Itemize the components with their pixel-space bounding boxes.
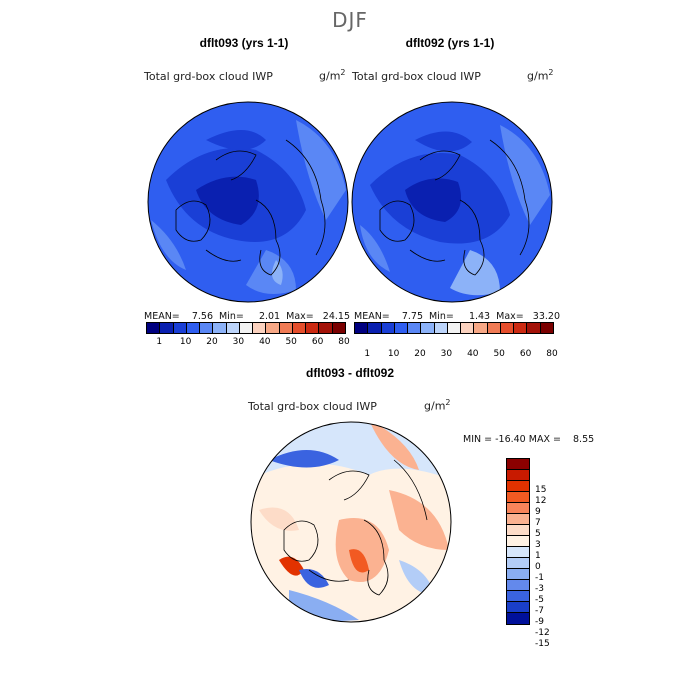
colorbar-swatch <box>507 481 529 492</box>
season-title: DJF <box>332 8 368 32</box>
colorbar-tick-label: -12 <box>535 628 550 638</box>
colorbar-tick-label: 10 <box>179 337 192 347</box>
colorbar-swatch <box>507 569 529 580</box>
colorbar-tick-label: 80 <box>338 337 350 347</box>
colorbar-swatch <box>306 323 320 333</box>
panel2-units: g/m2 <box>527 68 554 83</box>
colorbar-tick-label: 1 <box>156 337 163 347</box>
colorbar-swatch <box>253 323 267 333</box>
panel1-units: g/m2 <box>319 68 346 83</box>
colorbar-swatch <box>507 613 529 624</box>
colorbar-swatch <box>394 323 409 333</box>
colorbar-swatch <box>381 323 395 333</box>
colorbar-swatch <box>408 323 422 333</box>
colorbar-tick-label: 20 <box>206 337 218 347</box>
colorbar-swatch <box>507 547 529 558</box>
colorbar-tick-label: 12 <box>535 496 547 506</box>
panel2-colorbar <box>354 322 554 334</box>
diff-stats: MIN = -16.40 MAX = 8.55 <box>463 434 595 445</box>
colorbar-swatch <box>507 580 529 591</box>
colorbar-swatch <box>507 558 529 569</box>
colorbar-tick-label: 30 <box>232 337 245 347</box>
colorbar-swatch <box>355 323 369 333</box>
colorbar-swatch <box>507 470 529 481</box>
colorbar-swatch <box>434 323 448 333</box>
colorbar-tick-label: -15 <box>535 639 550 649</box>
colorbar-tick-label: 50 <box>285 337 297 347</box>
colorbar-swatch <box>514 323 528 333</box>
colorbar-tick-label: 30 <box>440 349 453 359</box>
colorbar-swatch <box>507 492 529 503</box>
colorbar-swatch <box>319 323 333 333</box>
diff-units: g/m2 <box>424 398 451 413</box>
panel1-colorbar <box>146 322 346 334</box>
colorbar-swatch <box>213 323 227 333</box>
colorbar-swatch <box>421 323 435 333</box>
colorbar-swatch <box>507 503 529 514</box>
panel1-colorbar-ticks: 1 10 20 30 40 50 60 80 <box>146 337 349 349</box>
colorbar-tick-label: -7 <box>535 606 544 616</box>
colorbar-swatch <box>332 323 345 333</box>
panel1-stats: MEAN= 7.56 Min= 2.01 Max= 24.15 <box>144 311 350 322</box>
colorbar-swatch <box>507 536 529 547</box>
colorbar-swatch <box>186 323 201 333</box>
colorbar-tick-label: -9 <box>535 617 544 627</box>
colorbar-tick-label: 10 <box>387 349 400 359</box>
colorbar-swatch <box>507 602 529 613</box>
colorbar-swatch <box>487 323 501 333</box>
colorbar-tick-label: 60 <box>519 349 532 359</box>
colorbar-swatch <box>507 591 529 602</box>
colorbar-tick-label: 1 <box>364 349 371 359</box>
colorbar-tick-label: 40 <box>467 349 479 359</box>
colorbar-tick-label: 40 <box>259 337 271 347</box>
colorbar-swatch <box>507 514 529 525</box>
colorbar-tick-label: 50 <box>493 349 505 359</box>
colorbar-swatch <box>226 323 240 333</box>
panel1-variable-label: Total grd-box cloud IWP <box>144 70 273 83</box>
colorbar-tick-label: 5 <box>535 529 541 539</box>
diff-variable-label: Total grd-box cloud IWP <box>248 400 377 413</box>
colorbar-swatch <box>474 323 488 333</box>
colorbar-swatch <box>368 323 382 333</box>
colorbar-swatch <box>507 459 529 470</box>
colorbar-tick-label: 1 <box>535 551 541 561</box>
colorbar-tick-label: -1 <box>535 573 544 583</box>
colorbar-tick-label: 15 <box>535 485 547 495</box>
diff-colorbar-ticks: 15 12 9 7 5 3 1 0 -1 -3 -5 -7 -9 -12 -15 <box>535 482 565 649</box>
colorbar-swatch <box>527 323 541 333</box>
colorbar-tick-label: -5 <box>535 595 544 605</box>
colorbar-swatch <box>292 323 307 333</box>
colorbar-tick-label: 9 <box>535 507 541 517</box>
colorbar-swatch <box>500 323 515 333</box>
colorbar-tick-label: 20 <box>414 349 426 359</box>
colorbar-swatch <box>160 323 174 333</box>
panel2-stats: MEAN= 7.75 Min= 1.43 Max= 33.20 <box>354 311 560 322</box>
colorbar-swatch <box>239 323 254 333</box>
colorbar-swatch <box>447 323 462 333</box>
panel2-variable-label: Total grd-box cloud IWP <box>352 70 481 83</box>
colorbar-swatch <box>200 323 214 333</box>
colorbar-swatch <box>540 323 553 333</box>
diff-colorbar <box>506 458 530 625</box>
panel2-polar-map <box>351 101 553 303</box>
colorbar-tick-label: -3 <box>535 584 544 594</box>
colorbar-swatch <box>507 525 529 536</box>
colorbar-tick-label: 80 <box>546 349 558 359</box>
colorbar-swatch <box>279 323 293 333</box>
colorbar-tick-label: 0 <box>535 562 541 572</box>
panel2-colorbar-ticks: 1 10 20 30 40 50 60 80 <box>354 349 557 361</box>
panel1-title: dflt093 (yrs 1-1) <box>199 36 289 50</box>
diff-title: dflt093 - dflt092 <box>305 366 395 380</box>
colorbar-swatch <box>461 323 475 333</box>
colorbar-swatch <box>266 323 280 333</box>
colorbar-tick-label: 7 <box>535 518 541 528</box>
colorbar-tick-label: 60 <box>311 337 324 347</box>
panel1-polar-map <box>147 101 349 303</box>
colorbar-swatch <box>173 323 187 333</box>
diff-polar-map <box>250 421 452 623</box>
colorbar-swatch <box>147 323 161 333</box>
panel2-title: dflt092 (yrs 1-1) <box>405 36 495 50</box>
colorbar-tick-label: 3 <box>535 540 541 550</box>
